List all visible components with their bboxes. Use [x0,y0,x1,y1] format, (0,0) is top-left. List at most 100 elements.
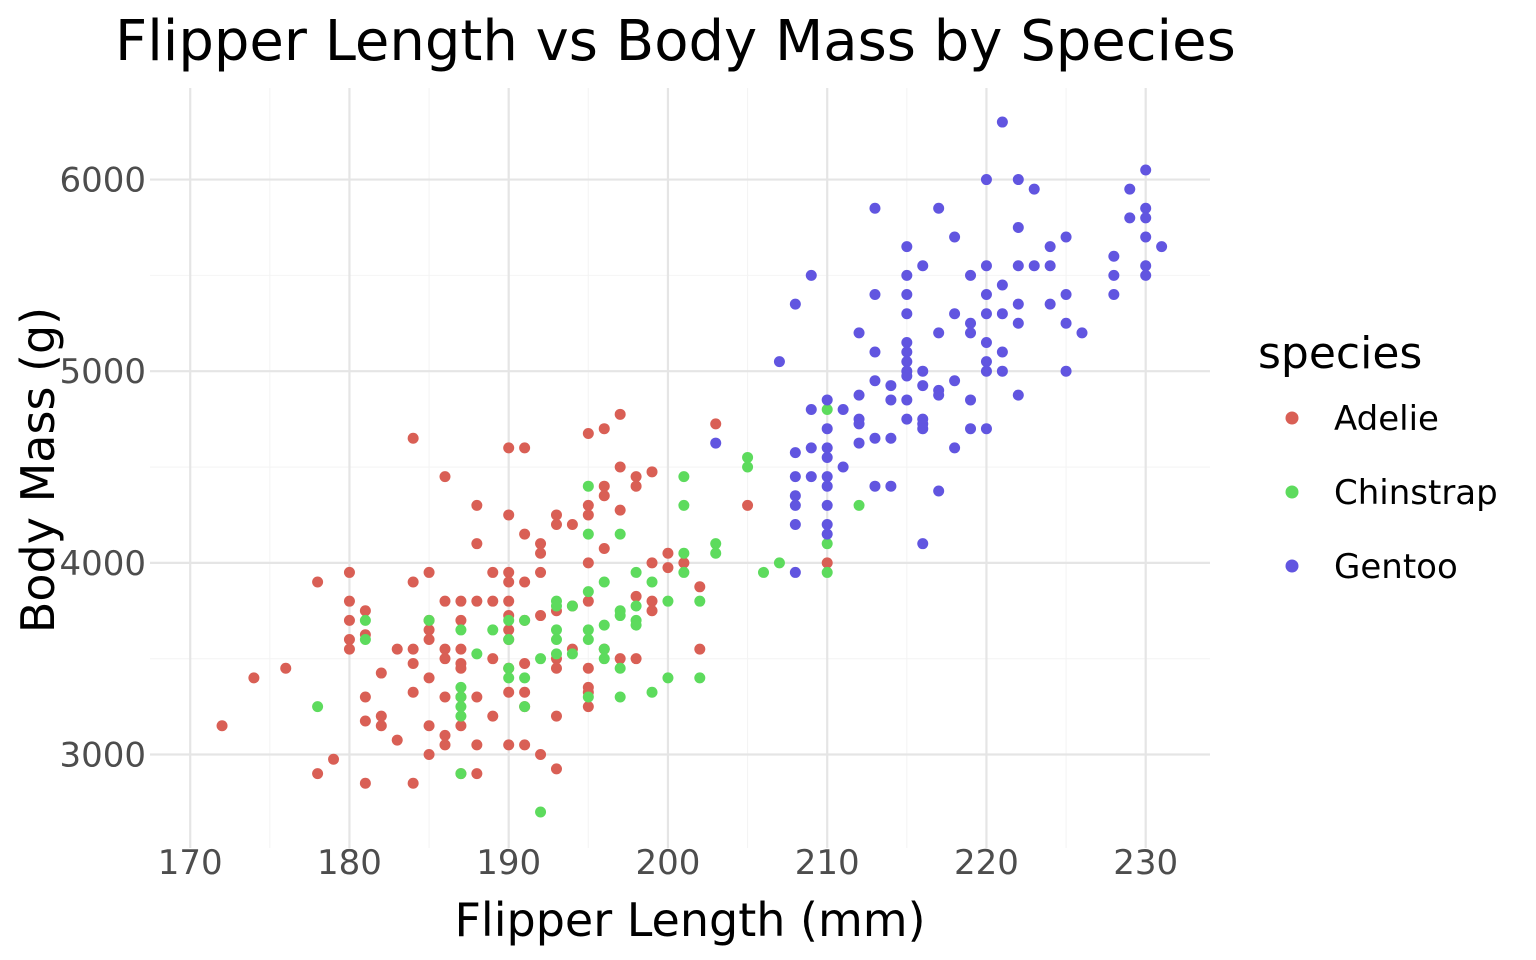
data-point [869,432,881,444]
data-point [821,557,833,569]
data-point [423,634,435,646]
data-point [582,624,594,636]
data-point [423,614,435,626]
data-point [471,691,483,703]
legend: species Adelie Chinstrap Gentoo [1258,328,1498,587]
data-point [1028,260,1040,272]
data-point [662,562,674,574]
data-point [1076,327,1088,339]
data-point [885,394,897,406]
data-point [917,423,929,435]
data-point [821,480,833,492]
data-point [630,566,642,578]
data-point [519,686,531,698]
data-point [1012,298,1024,310]
data-point [359,715,371,727]
data-point [582,509,594,521]
data-point [614,653,626,665]
data-point [630,590,642,602]
data-points [216,116,1168,818]
data-point [598,576,610,588]
y-tick-label: 4000 [59,544,146,584]
data-point [980,336,992,348]
data-point [901,289,913,301]
data-point [837,461,849,473]
data-point [519,442,531,454]
data-point [789,471,801,483]
data-point [375,667,387,679]
data-point [343,595,355,607]
data-point [455,614,467,626]
legend-label-chinstrap: Chinstrap [1334,473,1498,513]
data-point [359,605,371,617]
data-point [980,308,992,320]
data-point [550,600,562,612]
data-point [439,739,451,751]
legend-key-chinstrap [1285,485,1299,499]
data-point [550,624,562,636]
data-point [742,451,754,463]
data-point [248,672,260,684]
data-point [535,610,547,622]
data-point [503,634,515,646]
data-point [359,634,371,646]
data-point [901,394,913,406]
chart-title: Flipper Length vs Body Mass by Species [115,9,1236,74]
legend-label-adelie: Adelie [1334,399,1439,439]
data-point [598,653,610,665]
legend-key-adelie [1285,411,1299,425]
data-point [853,499,865,511]
data-point [1060,231,1072,243]
data-point [933,327,945,339]
data-point [216,720,228,732]
data-point [582,662,594,674]
data-point [917,538,929,550]
data-point [1060,365,1072,377]
data-point [487,566,499,578]
data-point [550,634,562,646]
data-point [821,451,833,463]
data-point [773,356,785,368]
data-point [487,624,499,636]
data-point [662,595,674,607]
data-point [550,519,562,531]
data-point [535,538,547,550]
data-point [503,739,515,751]
data-point [694,643,706,655]
data-point [821,442,833,454]
data-point [662,672,674,684]
data-point [869,289,881,301]
data-point [646,576,658,588]
series-adelie [216,408,833,789]
data-point [423,624,435,636]
data-point [980,365,992,377]
data-point [758,566,769,578]
data-point [1012,317,1024,329]
data-point [455,720,467,732]
data-point [519,614,531,626]
data-point [359,691,371,703]
data-point [598,619,610,631]
data-point [503,686,515,698]
data-point [773,557,785,569]
data-point [694,672,706,684]
data-point [996,116,1008,128]
data-point [312,576,324,588]
data-point [1156,241,1168,253]
data-point [550,648,562,660]
data-point [1140,164,1152,176]
data-point [598,480,610,492]
data-point [805,442,817,454]
data-point [407,432,419,444]
data-point [821,404,833,416]
x-tick-label: 220 [954,843,1019,883]
data-point [965,394,977,406]
data-point [598,490,610,502]
data-point [630,471,642,483]
data-point [646,605,658,617]
data-point [1108,269,1120,281]
data-point [980,260,992,272]
data-point [678,566,690,578]
data-point [996,308,1008,320]
data-point [359,777,371,789]
